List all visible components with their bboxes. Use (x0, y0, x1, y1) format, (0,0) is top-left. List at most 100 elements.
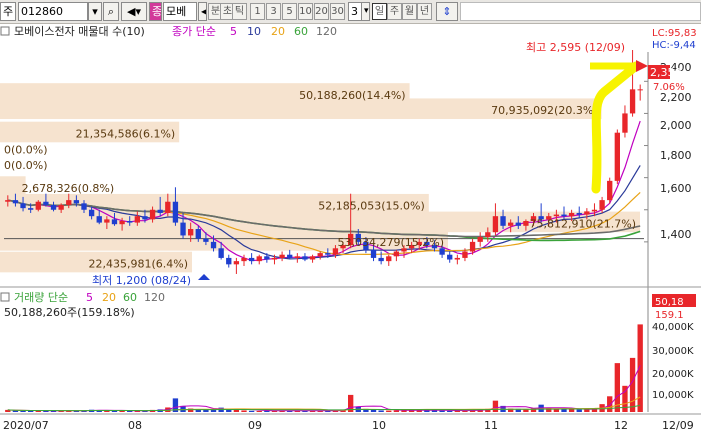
updown-icon[interactable]: ⇕ (436, 2, 458, 21)
volume-zone-bar (0, 98, 602, 120)
candle-body (622, 113, 628, 133)
candle-body (180, 222, 186, 236)
volume-bar (370, 409, 377, 412)
chevron-down-icon[interactable]: ▾ (361, 2, 370, 21)
chevron-down-icon[interactable]: ▾ (88, 2, 102, 21)
volume-bar (96, 410, 102, 412)
candle-body (408, 245, 415, 249)
volume-bar (302, 410, 308, 412)
period-20[interactable]: 20 (314, 3, 329, 20)
min-arrow-icon (198, 274, 210, 280)
period-5[interactable]: 5 (282, 3, 297, 20)
highlight-stroke (591, 61, 641, 194)
chart-area[interactable]: 50,188,260(14.4%) 70,935,092(20.3%) 21,354… (0, 24, 701, 436)
volume-bar (264, 410, 270, 412)
max-price-label: 최고 2,595 (12/09) (526, 41, 625, 54)
candles (5, 50, 643, 274)
period-3[interactable]: 3 (266, 3, 281, 20)
volume-bar (287, 410, 293, 412)
volume-zone-bar (0, 176, 26, 197)
candle-body (447, 254, 453, 260)
candle-body (73, 200, 80, 204)
volume-bar (142, 410, 148, 412)
ma120-legend: 120 (316, 25, 337, 38)
moving-averages (7, 120, 641, 262)
tab-month[interactable]: 월 (402, 3, 417, 20)
tab-week[interactable]: 주 (387, 3, 402, 20)
volume-zone-label: 50,188,260(14.4%) (299, 89, 406, 102)
candle-body (584, 211, 590, 215)
period-1[interactable]: 1 (250, 3, 265, 20)
period-10[interactable]: 10 (298, 3, 313, 20)
candle-body (279, 254, 285, 258)
volume-bar (584, 409, 590, 412)
candle-body (226, 257, 232, 265)
chart-labels: 50,188,260(14.4%) 70,935,092(20.3%) 21,354… (4, 60, 648, 280)
candle-body (424, 241, 430, 246)
candle-body (188, 229, 194, 236)
speaker-icon[interactable]: ◀▾ (121, 2, 147, 21)
x-label-last: 12/09 (662, 419, 694, 432)
candle-body (599, 200, 605, 210)
volume-bar (134, 410, 140, 412)
vol-tick-20000: 20,000K (652, 369, 694, 380)
vol-ma120-legend: 120 (144, 291, 165, 304)
volume-value-label: 50,188,260주(159.18%) (4, 306, 135, 319)
candle-body (454, 257, 460, 260)
tick-2000: 2,000 (660, 119, 692, 132)
candle-body (462, 251, 468, 258)
candle-body (96, 216, 102, 223)
candle-body (401, 248, 407, 252)
tab-day[interactable]: 일 (372, 3, 387, 20)
volume-bar (431, 410, 438, 412)
stock-name-button[interactable]: 모베 (163, 2, 197, 21)
scroll-left-icon[interactable]: ◀ (198, 2, 207, 21)
volume-bar (622, 385, 628, 412)
volume-bar (408, 410, 415, 412)
volume-panel-checkbox[interactable] (0, 292, 10, 302)
candle-body (637, 89, 643, 91)
candle-body (553, 214, 560, 217)
panel-checkbox[interactable] (0, 26, 10, 36)
volume-bar (233, 409, 240, 412)
volume-zone-label: 2,678,326(0.8%) (22, 182, 115, 195)
ma60-legend: 60 (294, 25, 308, 38)
x-label-10: 10 (372, 419, 386, 432)
x-label-09: 09 (248, 419, 262, 432)
candle-body (233, 261, 240, 265)
candle-body (325, 253, 331, 255)
volume-bar (35, 410, 41, 412)
candle-body (629, 89, 636, 114)
volume-bar (172, 398, 179, 412)
candle-body (515, 222, 521, 226)
candle-body (248, 257, 255, 262)
last-price-label: 2,350 (650, 66, 682, 79)
period-30[interactable]: 30 (330, 3, 345, 20)
volume-zone-label: 21,354,586(6.1%) (76, 127, 176, 140)
candle-body (12, 200, 19, 204)
tick-1400: 1,400 (660, 228, 692, 241)
volume-bar (20, 410, 26, 412)
tab-tick[interactable]: 틱 (232, 3, 247, 20)
stock-code-input[interactable]: 012860 (18, 2, 88, 21)
stock-badge-icon: 종 (149, 2, 162, 21)
candle-body (66, 200, 72, 205)
tab-year[interactable]: 년 (417, 3, 432, 20)
volume-bar (348, 394, 354, 412)
max-arrow-icon (636, 60, 648, 72)
candle-body (203, 238, 209, 242)
toolbar: 주 012860 ▾ ⌕ ◀▾ 종 모베 ◀ 분 초 틱 1 3 5 10 20… (0, 0, 701, 24)
volume-bar (591, 408, 598, 412)
chart-title: 모베이스전자 매물대 수(10) (14, 25, 145, 38)
volume-zone-label: 52,185,053(15.0%) (318, 200, 425, 213)
volume-zone-label: 75,812,910(21.7%) (529, 217, 636, 230)
search-icon[interactable]: ⌕ (103, 2, 119, 21)
candle-body (561, 214, 567, 217)
volume-bar (294, 410, 300, 412)
volume-bar (188, 408, 194, 412)
market-select[interactable]: 주 (0, 2, 16, 21)
candle-body (607, 180, 613, 201)
candle-body (386, 256, 392, 262)
candle-body (88, 209, 95, 217)
candle-body (500, 216, 506, 226)
